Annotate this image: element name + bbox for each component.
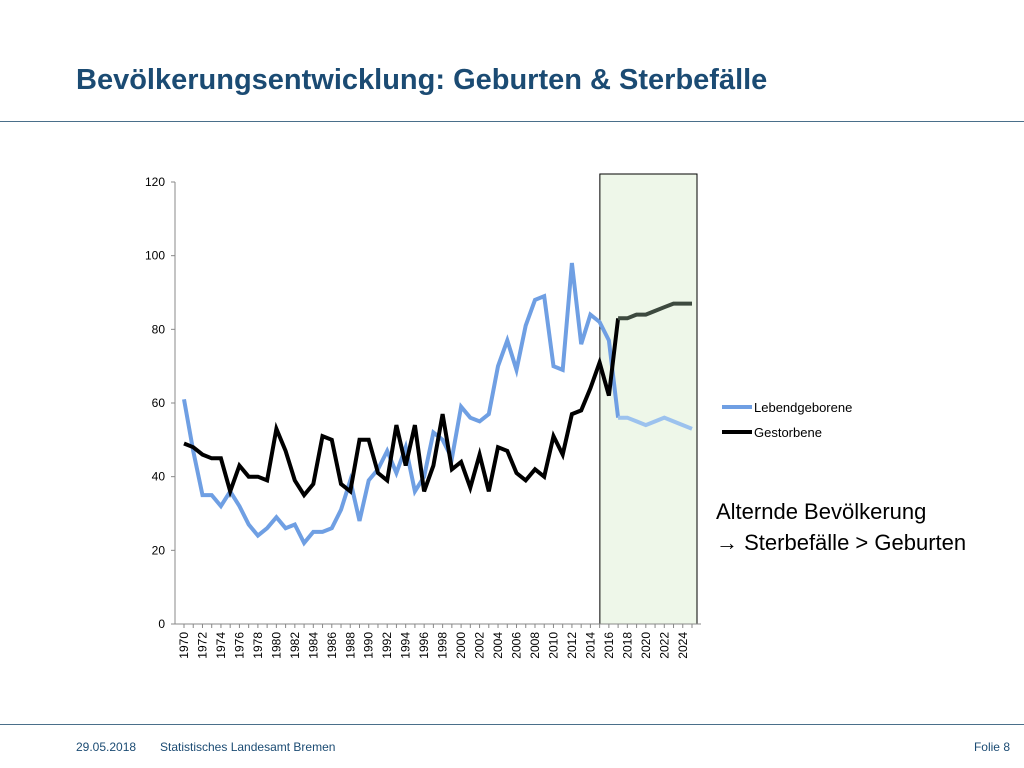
y-tick-label: 40: [152, 470, 166, 484]
axis-layer: 0 20 40 60 80 100 120 1970 1972 1974 1976 1978 1980 1…: [145, 175, 701, 659]
x-tick-label: 1974: [214, 632, 228, 659]
line-chart: 0 20 40 60 80 100 120 1970 1972 1974 1976 1978 1980 1…: [145, 173, 852, 659]
x-tick-label: 1980: [269, 632, 283, 659]
x-tick-label: 2020: [639, 632, 653, 659]
x-tick-label: 2002: [473, 632, 487, 659]
footer-source: Statistisches Landesamt Bremen: [160, 740, 336, 754]
legend-label: Lebendgeborene: [754, 400, 852, 415]
y-tick-label: 20: [152, 543, 166, 557]
x-tick-label: 1982: [288, 632, 302, 659]
x-tick-label: 1996: [417, 632, 431, 659]
annotation-line-1: Alternde Bevölkerung: [716, 499, 927, 524]
x-tick-label: 1970: [177, 632, 191, 659]
series-layer: [182, 262, 693, 547]
y-tick-label: 120: [145, 175, 165, 189]
y-tick-label: 60: [152, 396, 166, 410]
x-tick-label: 1972: [195, 632, 209, 659]
x-tick-label: 1994: [399, 632, 413, 659]
arrow-right-icon: →: [716, 530, 738, 555]
x-tick-label: 1998: [436, 632, 450, 659]
x-tick-label: 2004: [491, 632, 505, 659]
x-tick-label: 1986: [325, 632, 339, 659]
footer-divider: [0, 724, 1024, 725]
annotation-line-2-text: Sterbefälle > Geburten: [744, 530, 967, 555]
x-tick-label: 2024: [676, 632, 690, 659]
x-tick-label: 2016: [602, 632, 616, 659]
x-tick-label: 1992: [380, 632, 394, 659]
x-tick-label: 2014: [583, 632, 597, 659]
footer-date: 29.05.2018: [76, 740, 137, 754]
x-tick-label: 2008: [528, 632, 542, 659]
gestorbene-line: [183, 318, 621, 499]
y-tick-label: 100: [145, 249, 165, 263]
gestorbene-forecast-line: [618, 301, 692, 321]
chart-legend: Lebendgeborene Gestorbene: [722, 400, 852, 440]
annotation-line-2: → Sterbefälle > Geburten: [716, 527, 966, 558]
lebendgeborene-forecast-line: [618, 415, 693, 431]
x-tick-label: 2022: [657, 632, 671, 659]
x-tick-label: 2018: [620, 632, 634, 659]
x-tick-label: 1984: [306, 632, 320, 659]
x-tick-label: 2010: [546, 632, 560, 659]
annotation-box: Alternde Bevölkerung → Sterbefälle > Geb…: [716, 496, 966, 558]
footer-page-number: Folie 8: [973, 740, 1010, 754]
x-tick-label: 1988: [343, 632, 357, 659]
y-tick-label: 0: [158, 617, 165, 631]
title-divider: [0, 121, 1024, 122]
x-tick-label: 2012: [565, 632, 579, 659]
x-tick-label: 1990: [362, 632, 376, 659]
x-tick-label: 2000: [454, 632, 468, 659]
legend-label: Gestorbene: [754, 425, 822, 440]
x-tick-label: 2006: [510, 632, 524, 659]
slide-title: Bevölkerungsentwicklung: Geburten & Ster…: [76, 64, 768, 96]
lebendgeborene-line: [182, 262, 621, 547]
x-tick-label: 1976: [232, 632, 246, 659]
x-tick-label: 1978: [251, 632, 265, 659]
y-tick-label: 80: [152, 322, 166, 336]
